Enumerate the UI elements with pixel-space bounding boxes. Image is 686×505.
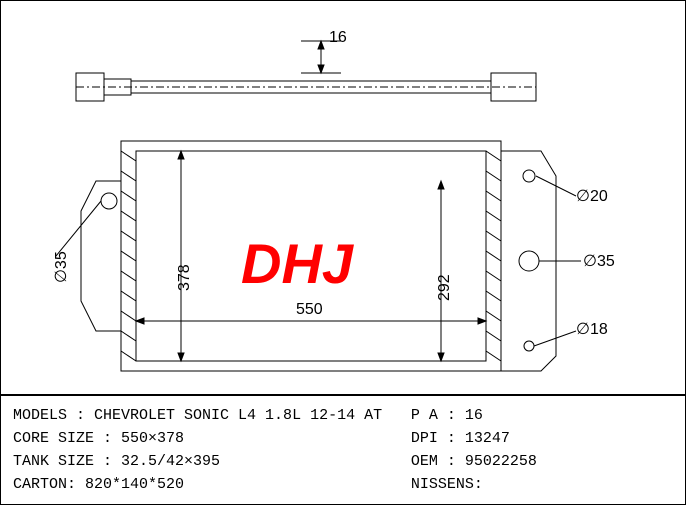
spec-col-right: P A : 16 DPI : 13247 OEM : 95022258 NISS… <box>399 396 686 504</box>
spec-col-left: MODELS : CHEVROLET SONIC L4 1.8L 12-14 A… <box>1 396 399 504</box>
dim-right-1: ∅20 <box>576 186 608 206</box>
row-carton: CARTON: 820*140*520 <box>13 476 387 493</box>
dim-left-dia: ∅35 <box>51 251 71 283</box>
technical-drawing: 16 ∅35 378 292 550 ∅20 ∅35 ∅18 DHJ <box>1 1 686 396</box>
dim-partial-height: 292 <box>436 274 454 301</box>
pa-label: P A : <box>411 407 456 424</box>
carton-label: CARTON: <box>13 476 76 493</box>
models-label: MODELS : <box>13 407 85 424</box>
core-value: 550×378 <box>121 430 184 447</box>
row-oem: OEM : 95022258 <box>411 453 675 470</box>
row-models: MODELS : CHEVROLET SONIC L4 1.8L 12-14 A… <box>13 407 387 424</box>
dim-right-3: ∅18 <box>576 319 608 339</box>
oem-value: 95022258 <box>465 453 537 470</box>
tank-value: 32.5/42×395 <box>121 453 220 470</box>
row-core: CORE SIZE : 550×378 <box>13 430 387 447</box>
spec-table: MODELS : CHEVROLET SONIC L4 1.8L 12-14 A… <box>1 394 686 504</box>
row-pa: P A : 16 <box>411 407 675 424</box>
core-label: CORE SIZE : <box>13 430 112 447</box>
dim-height: 378 <box>176 264 194 291</box>
tank-label: TANK SIZE : <box>13 453 112 470</box>
row-tank: TANK SIZE : 32.5/42×395 <box>13 453 387 470</box>
dim-top-offset: 16 <box>329 29 347 47</box>
pa-value: 16 <box>465 407 483 424</box>
dpi-value: 13247 <box>465 430 510 447</box>
row-nissens: NISSENS: <box>411 476 675 493</box>
carton-value: 820*140*520 <box>85 476 184 493</box>
dim-width: 550 <box>296 301 323 319</box>
nissens-label: NISSENS: <box>411 476 483 493</box>
oem-label: OEM : <box>411 453 456 470</box>
row-dpi: DPI : 13247 <box>411 430 675 447</box>
dpi-label: DPI : <box>411 430 456 447</box>
dim-right-2: ∅35 <box>583 251 615 271</box>
models-value: CHEVROLET SONIC L4 1.8L 12-14 AT <box>94 407 382 424</box>
